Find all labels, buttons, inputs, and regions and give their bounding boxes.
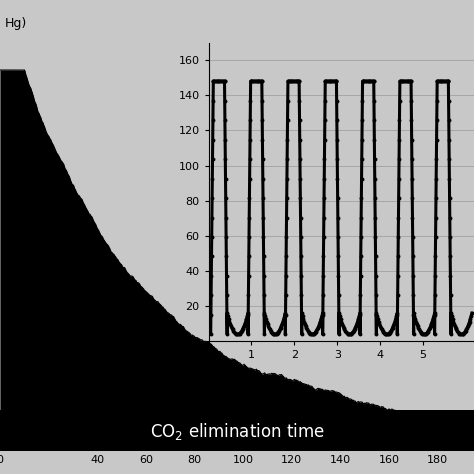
Text: 0: 0 — [0, 455, 3, 465]
Text: 100: 100 — [233, 455, 254, 465]
Text: 140: 140 — [330, 455, 351, 465]
Text: 80: 80 — [187, 455, 201, 465]
Text: Hg): Hg) — [5, 17, 27, 29]
Text: 120: 120 — [281, 455, 302, 465]
Text: CO$_2$ elimination time: CO$_2$ elimination time — [150, 421, 324, 442]
Text: 160: 160 — [378, 455, 400, 465]
Text: 60: 60 — [139, 455, 153, 465]
Text: 180: 180 — [427, 455, 448, 465]
Text: 40: 40 — [90, 455, 104, 465]
